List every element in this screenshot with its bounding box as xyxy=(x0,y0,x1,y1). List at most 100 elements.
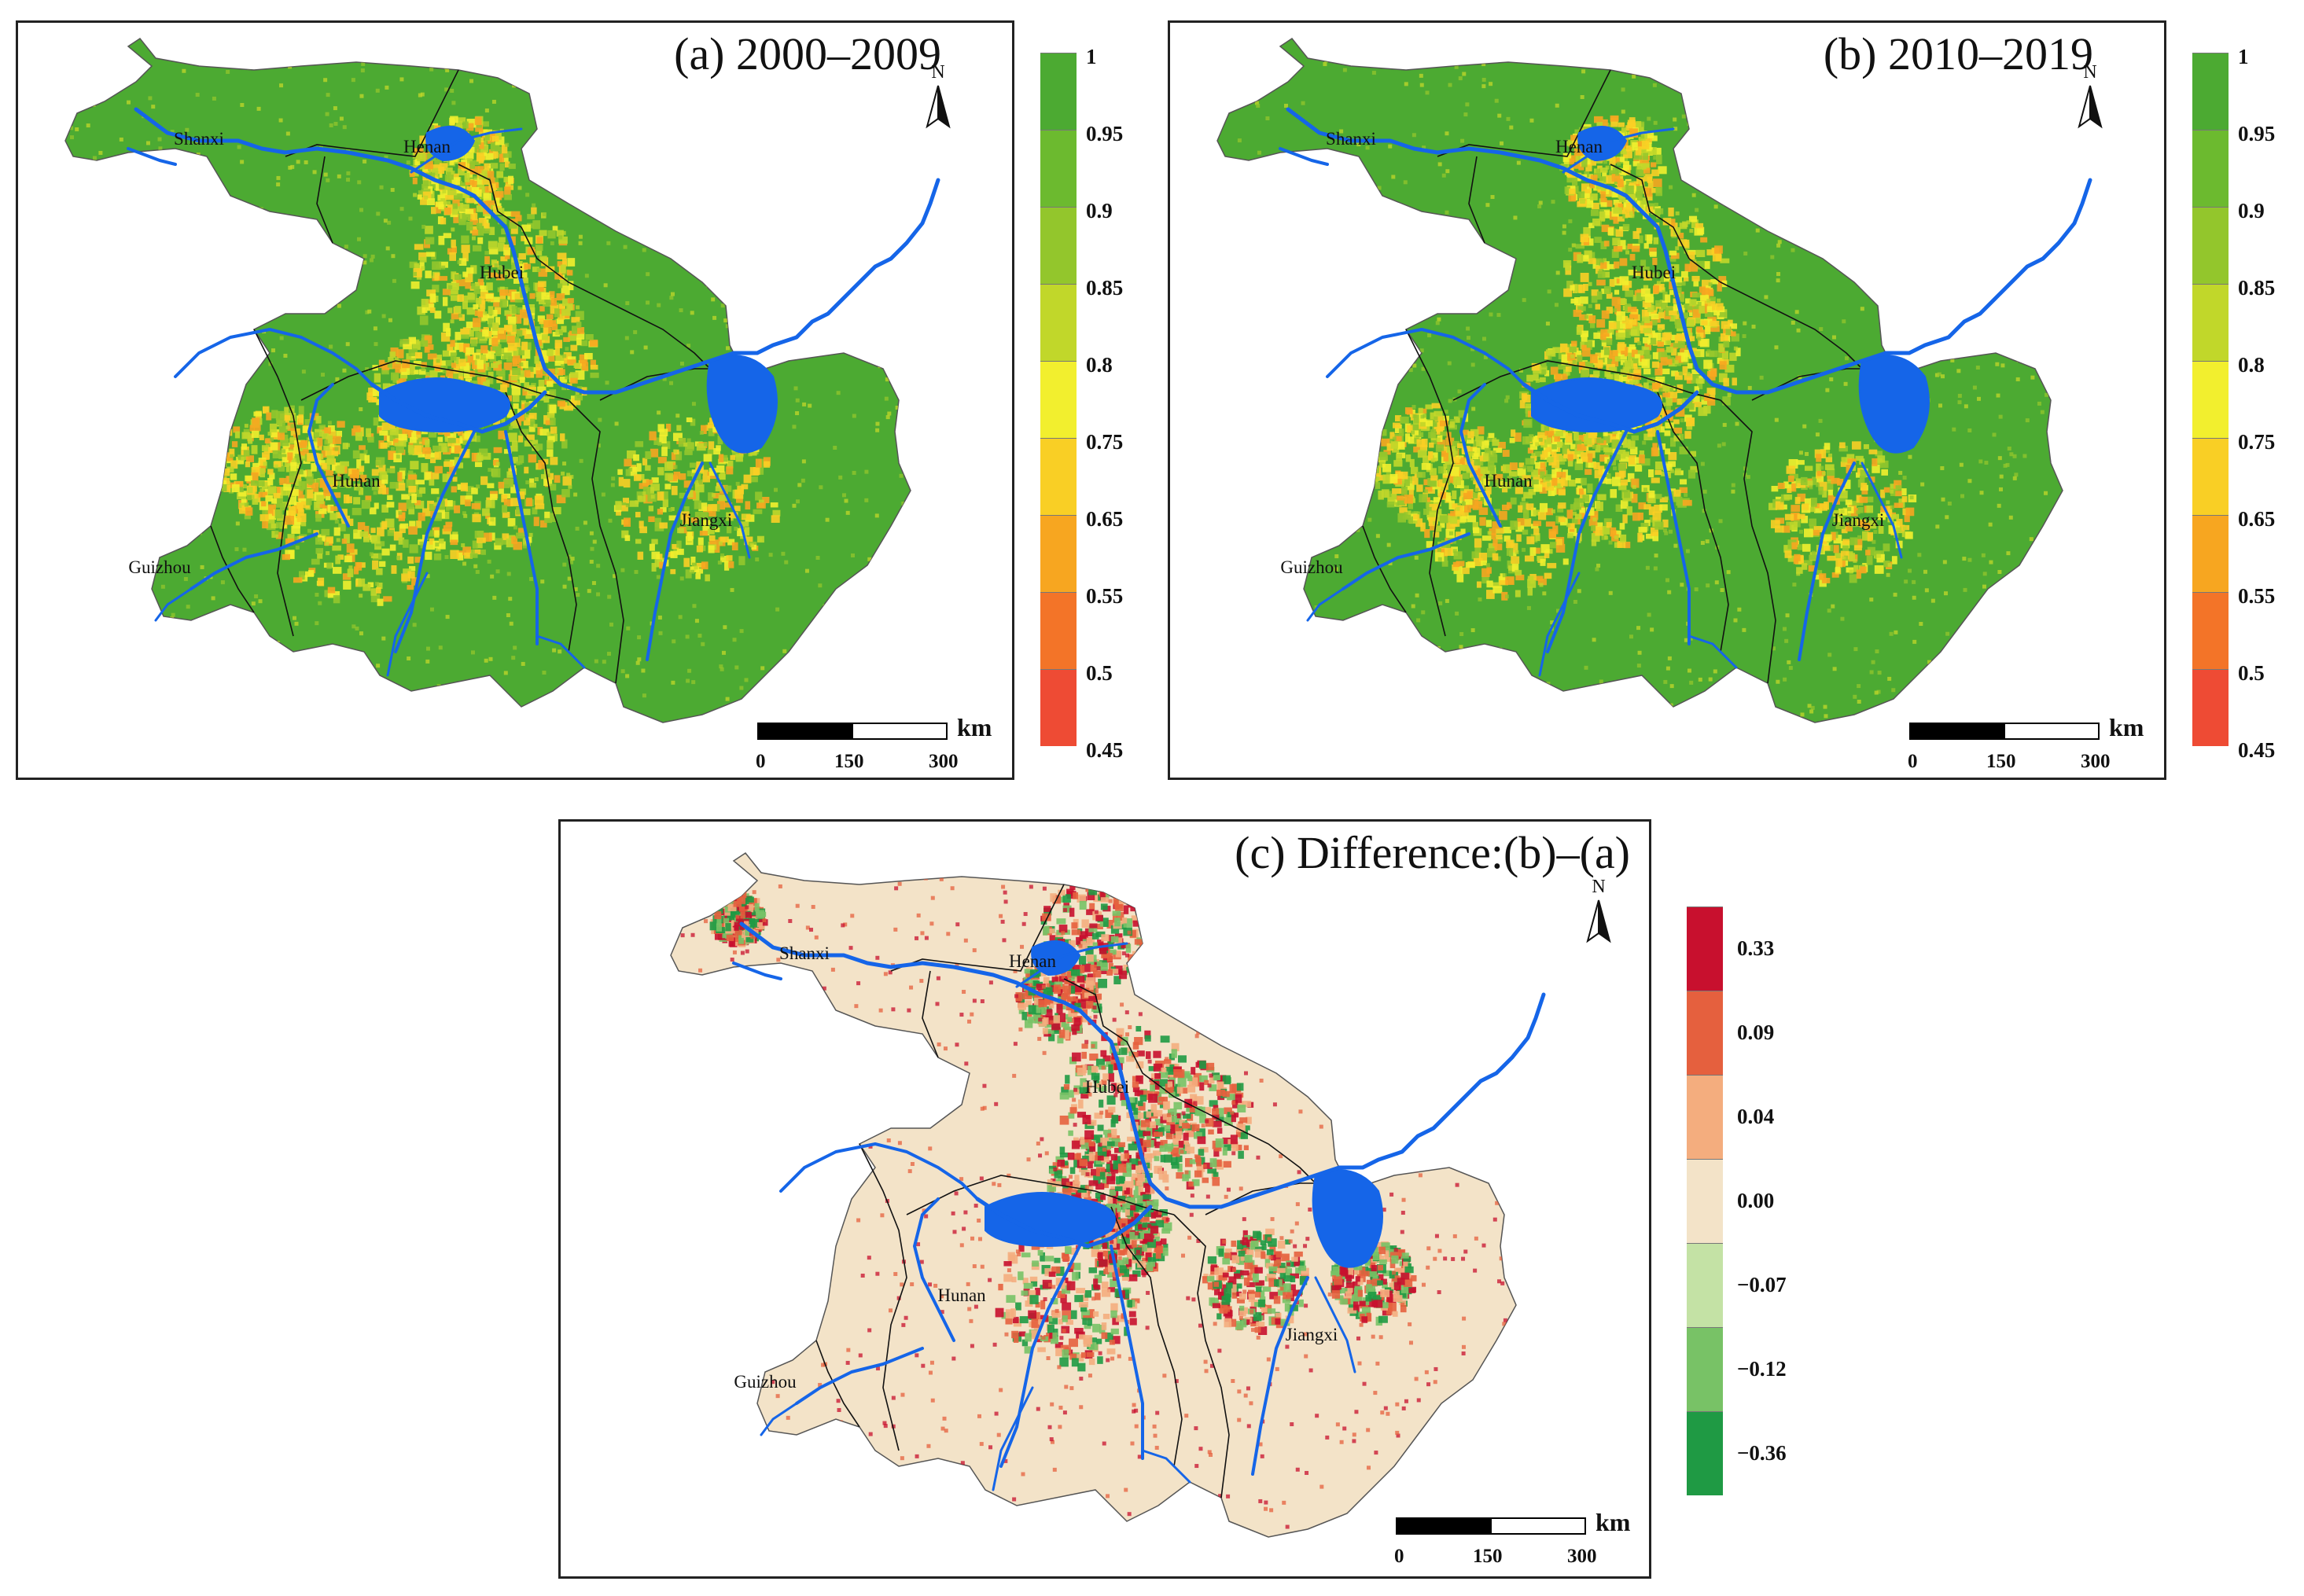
province-border xyxy=(1405,329,1454,637)
legend-label: 0.5 xyxy=(1086,661,1113,685)
scale-bar-black xyxy=(1396,1517,1490,1535)
map-layer: Shanxi Henan Hubei Hunan Jiangxi Guizhou xyxy=(64,37,940,723)
legend-swatch xyxy=(1040,438,1077,515)
legend-label: 0.55 xyxy=(2238,584,2276,608)
legend-label: −0.07 xyxy=(1737,1272,1787,1296)
river xyxy=(1459,383,1502,528)
legend-label: 0.33 xyxy=(1737,936,1775,960)
raster-cells xyxy=(1219,55,2063,719)
province-border xyxy=(1437,69,1611,157)
lake xyxy=(1031,940,1081,976)
river xyxy=(708,462,751,559)
lake xyxy=(985,1192,1116,1248)
river xyxy=(1015,942,1128,988)
legend-swatch xyxy=(2192,592,2229,669)
province-label-guizhou: Guizhou xyxy=(1280,557,1343,577)
river xyxy=(913,1197,955,1342)
province-border xyxy=(859,1143,907,1451)
province-border xyxy=(285,69,459,157)
legend-label: 0.95 xyxy=(2238,122,2276,145)
lake xyxy=(425,126,476,162)
map: Shanxi Henan Hubei Hunan Jiangxi Guizhou N xyxy=(64,37,951,723)
river xyxy=(1279,147,1329,166)
legend-label: 0.9 xyxy=(1086,199,1113,222)
legend-swatch xyxy=(1040,515,1077,592)
lake xyxy=(1312,1169,1383,1268)
lake xyxy=(1531,377,1662,433)
scale-tick: 150 xyxy=(1473,1546,1503,1567)
panel-a: (a) 2000–2009 Shanxi Henan Hubei Hunan Jiang… xyxy=(16,20,1123,780)
river xyxy=(410,127,523,174)
province-label-jiangxi: Jiangxi xyxy=(1832,510,1884,530)
legend-label: 0.65 xyxy=(1086,507,1124,531)
lake xyxy=(379,377,510,433)
province-border xyxy=(1362,525,1407,613)
legend-label: 0.09 xyxy=(1737,1020,1775,1044)
province-label-henan: Henan xyxy=(403,137,451,156)
legend-label: 0.85 xyxy=(2238,276,2276,300)
river xyxy=(1342,532,1470,590)
scale-unit: km xyxy=(1596,1508,1631,1536)
region-fill xyxy=(670,851,1517,1538)
legend-swatch xyxy=(1040,130,1077,207)
legend-swatch xyxy=(2192,53,2229,130)
map-layer: Shanxi Henan Hubei Hunan Jiangxi Guizhou xyxy=(1216,37,2092,723)
province-label-jiangxi: Jiangxi xyxy=(1286,1325,1338,1344)
river xyxy=(386,572,429,677)
panel-title: (c) Difference:(b)–(a) xyxy=(1235,827,1630,878)
river xyxy=(795,1347,924,1405)
legend-swatch xyxy=(2192,438,2229,515)
province-border xyxy=(316,156,333,244)
province-label-hunan: Hunan xyxy=(332,471,381,491)
scale-bar-black xyxy=(1909,723,2004,740)
province-label-guizhou: Guizhou xyxy=(734,1372,797,1392)
river xyxy=(1562,127,1675,174)
province-label-jiangxi: Jiangxi xyxy=(680,510,732,530)
river xyxy=(1656,430,1691,645)
svg-text:N: N xyxy=(931,62,944,83)
province-border xyxy=(458,164,711,370)
river xyxy=(1110,1245,1144,1460)
province-label-hubei: Hubei xyxy=(1085,1077,1129,1097)
river xyxy=(1860,462,1903,559)
river xyxy=(1798,462,1856,661)
river xyxy=(779,1142,979,1201)
lake xyxy=(706,355,778,454)
legend-label: 0.8 xyxy=(2238,353,2265,377)
river xyxy=(1141,1449,1191,1484)
scale-bar-white xyxy=(1490,1517,1586,1535)
scale-bar-black xyxy=(757,723,852,740)
legend-swatch xyxy=(1687,1075,1723,1159)
legend-label: 0.8 xyxy=(1086,353,1113,377)
legend-swatch xyxy=(2192,361,2229,438)
river xyxy=(1688,634,1738,669)
scale-tick: 150 xyxy=(834,751,864,772)
province-label-shanxi: Shanxi xyxy=(1326,129,1376,149)
river xyxy=(134,107,940,395)
province-border xyxy=(300,360,569,401)
river xyxy=(174,328,374,386)
province-border xyxy=(1720,399,1776,684)
legend-swatch xyxy=(1687,906,1723,991)
legend-swatch xyxy=(1687,1159,1723,1243)
legend-swatch xyxy=(2192,284,2229,361)
province-label-hunan: Hunan xyxy=(937,1285,986,1305)
province-label-henan: Henan xyxy=(1009,951,1057,971)
province-border xyxy=(1063,978,1316,1184)
province-label-shanxi: Shanxi xyxy=(779,943,830,963)
province-border xyxy=(815,1340,860,1428)
river xyxy=(1538,572,1581,677)
scale-tick: 0 xyxy=(756,751,766,772)
river xyxy=(394,430,476,653)
province-label-shanxi: Shanxi xyxy=(174,129,224,149)
province-border xyxy=(210,525,255,613)
north-arrow-icon: N xyxy=(1586,877,1611,943)
river xyxy=(536,634,586,669)
province-border xyxy=(1468,156,1485,244)
scale-bar-white xyxy=(852,723,948,740)
legend-label: 1 xyxy=(2238,45,2249,68)
scale-unit: km xyxy=(957,713,992,741)
legend-label: 0.00 xyxy=(1737,1188,1775,1212)
river xyxy=(307,383,350,528)
legend-swatch xyxy=(1040,284,1077,361)
